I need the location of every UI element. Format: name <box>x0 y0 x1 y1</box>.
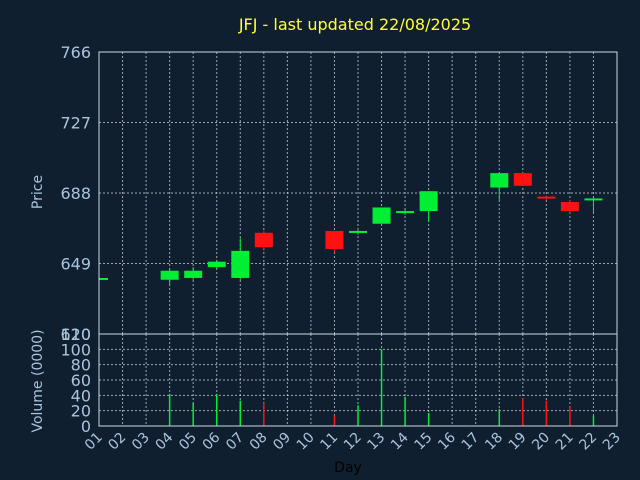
volume-y-tick-label: 20 <box>71 402 91 421</box>
volume-y-tick-label: 120 <box>60 325 91 344</box>
x-axis-title: Day <box>334 460 362 476</box>
price-y-tick-label: 766 <box>60 43 91 62</box>
candle-body <box>584 198 603 201</box>
price-y-ticks: 766 727 688 649 610 <box>60 43 91 344</box>
candle-body <box>560 202 579 212</box>
candle-20 <box>537 196 556 201</box>
candle-01 <box>98 277 108 280</box>
volume-bar-20 <box>545 400 548 426</box>
candle-body <box>99 277 108 280</box>
candle-body <box>160 270 179 280</box>
candle-11 <box>325 230 344 253</box>
candle-body <box>207 261 226 268</box>
candle-body <box>396 211 415 214</box>
volume-bar-04 <box>168 393 171 426</box>
volume-bar-13 <box>380 349 383 426</box>
volume-bar-12 <box>357 405 359 426</box>
volume-bar-06 <box>215 393 218 426</box>
volume-panel-frame <box>98 333 618 427</box>
volume-bar-22 <box>592 416 595 426</box>
candle-body <box>513 173 532 186</box>
volume-y-tick-label: 80 <box>71 356 91 375</box>
volume-bar-14 <box>404 396 406 426</box>
candle-05 <box>184 267 203 280</box>
candle-body <box>184 270 203 278</box>
candle-13 <box>372 207 391 224</box>
volume-axis-title: Volume (0000) <box>30 329 46 432</box>
volume-bar-19 <box>522 398 524 426</box>
volume-bar-15 <box>427 412 430 426</box>
volume-y-tick-label: 60 <box>71 371 91 390</box>
candle-19 <box>513 173 532 186</box>
price-y-tick-label: 610 <box>60 325 91 344</box>
candle-12 <box>349 229 367 235</box>
candle-18 <box>490 173 509 201</box>
candles <box>98 173 603 286</box>
candle-07 <box>231 238 250 280</box>
volume-bar-11 <box>333 415 336 426</box>
volume-bar-05 <box>192 403 194 426</box>
x-ticks: 01 02 03 04 05 06 07 08 09 10 11 12 13 14 15 16 17 18 19 20… <box>82 429 624 453</box>
volume-bars <box>168 349 595 426</box>
candle-body <box>490 173 509 188</box>
price-y-tick-label: 688 <box>60 184 91 203</box>
candle-body <box>349 230 367 233</box>
volume-bar-08 <box>263 403 265 426</box>
candle-body <box>419 191 438 212</box>
volume-y-tick-label: 40 <box>71 386 91 405</box>
price-y-tick-label: 727 <box>60 114 91 133</box>
volume-y-tick-label: 100 <box>60 340 91 359</box>
candle-22 <box>584 196 603 213</box>
candle-body <box>231 250 250 278</box>
volume-bar-18 <box>498 409 501 426</box>
candle-body <box>254 232 273 248</box>
volume-bar-07 <box>239 400 242 426</box>
candle-15 <box>419 191 438 222</box>
price-y-tick-label: 649 <box>60 255 91 274</box>
candle-04 <box>160 268 179 286</box>
candle-14 <box>396 209 415 215</box>
candle-body <box>325 230 344 250</box>
candle-08 <box>254 230 273 251</box>
candle-body <box>537 196 556 199</box>
volume-bar-21 <box>569 406 571 426</box>
candle-06 <box>207 259 226 269</box>
price-grid <box>98 51 618 335</box>
candle-21 <box>560 200 579 213</box>
volume-y-tick-label: 0 <box>81 417 91 436</box>
candle-body <box>372 207 391 224</box>
chart-title: JFJ - last updated 22/08/2025 <box>238 15 471 34</box>
price-axis-title: Price <box>30 175 46 209</box>
